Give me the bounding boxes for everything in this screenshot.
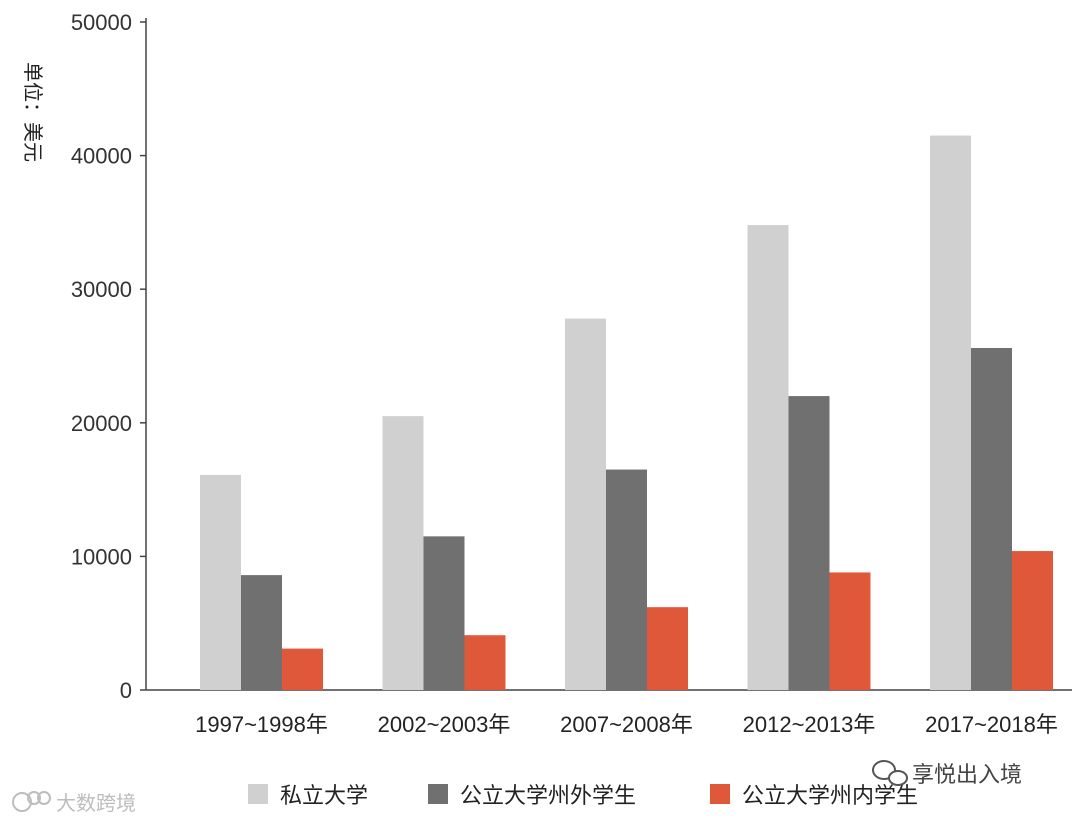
bar: [200, 474, 241, 690]
bar: [282, 648, 323, 690]
bar: [464, 635, 506, 690]
y-ticks: 0 10000 20000 30000 40000 50000: [71, 10, 146, 703]
x-tick-label: 1997~1998年: [195, 712, 328, 737]
legend-swatch: [428, 784, 448, 804]
y-axis-unit-label: 单位：美元: [21, 62, 45, 162]
legend: 私立大学 公立大学州外学生 公立大学州内学生: [248, 784, 918, 809]
bar: [829, 572, 871, 690]
watermark-right-text: 享悦出入境: [912, 763, 1022, 788]
y-tick-label: 0: [120, 678, 132, 703]
bar: [971, 347, 1012, 690]
y-tick-label: 20000: [71, 411, 132, 436]
legend-label: 公立大学州外学生: [460, 784, 636, 809]
bar: [565, 318, 606, 690]
x-tick-labels: 1997~1998年 2002~2003年 2007~2008年 2012~2013年…: [195, 712, 1058, 737]
y-tick-label: 30000: [71, 277, 132, 302]
watermark-left: 大数跨境: [12, 791, 136, 815]
y-tick-label: 50000: [71, 10, 132, 35]
x-tick-label: 2017~2018年: [925, 712, 1058, 737]
bar: [423, 536, 465, 690]
wechat-icon: [872, 760, 908, 786]
bars: [200, 135, 1053, 690]
bar: [930, 135, 971, 690]
bar: [241, 575, 282, 690]
watermark-left-logo-icon: [12, 791, 51, 812]
legend-label: 公立大学州内学生: [742, 784, 918, 809]
x-tick-label: 2007~2008年: [560, 712, 693, 737]
bar: [606, 469, 647, 690]
bar: [647, 607, 688, 690]
bar: [382, 416, 424, 690]
bar: [788, 396, 830, 690]
legend-swatch: [710, 784, 730, 804]
x-tick-label: 2012~2013年: [743, 712, 876, 737]
bar: [747, 225, 789, 690]
watermark-left-text: 大数跨境: [56, 791, 136, 815]
legend-swatch: [248, 784, 268, 804]
y-tick-label: 40000: [71, 144, 132, 169]
x-tick-label: 2002~2003年: [378, 712, 511, 737]
y-tick-label: 10000: [71, 544, 132, 569]
bar: [1012, 551, 1053, 690]
legend-label: 私立大学: [280, 784, 368, 809]
watermark-right: 享悦出入境: [872, 760, 1022, 788]
